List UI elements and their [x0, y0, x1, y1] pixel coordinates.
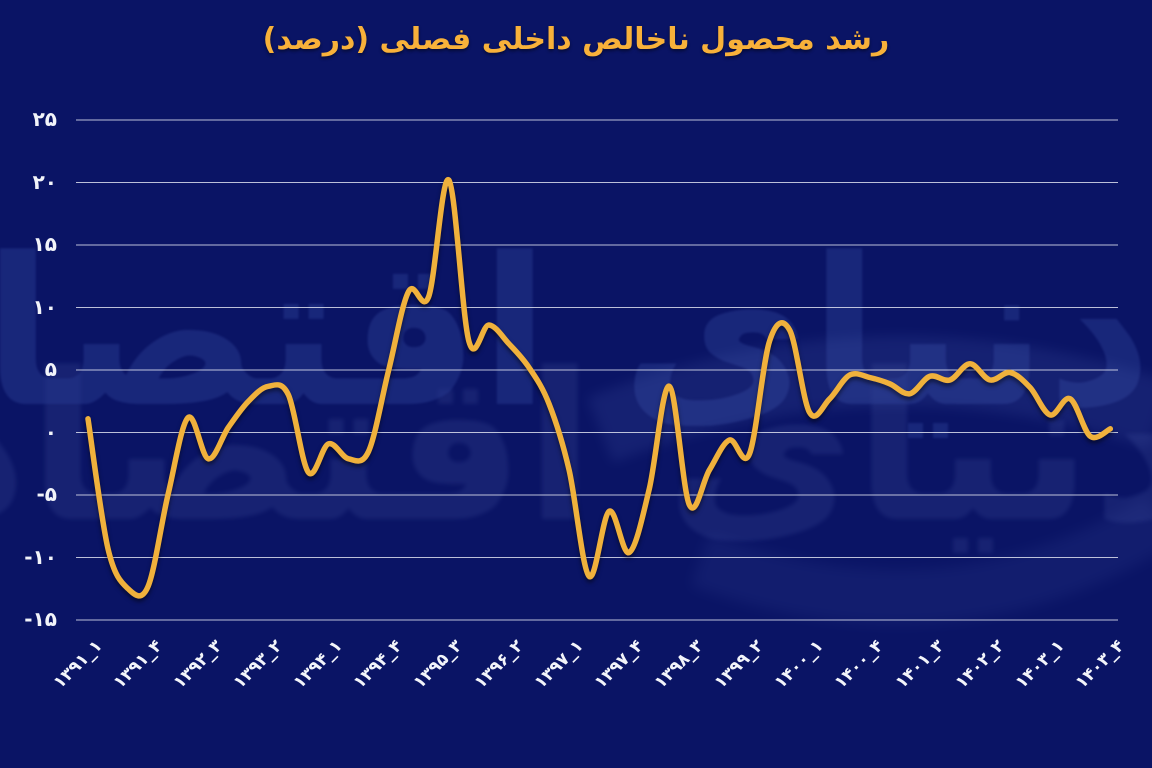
watermark-swoosh	[587, 336, 1152, 463]
y-axis-label: -۱۰	[24, 544, 57, 569]
y-axis-label: ۱۵	[32, 232, 57, 256]
y-axis-label: ۲۵	[32, 107, 57, 131]
y-axis-label: ۲۰	[32, 169, 57, 194]
y-axis-label: -۵	[36, 482, 57, 506]
page-title: رشد محصول ناخالص داخلی فصلی (درصد)	[262, 22, 890, 57]
watermark-swoosh	[690, 496, 1152, 625]
gridlines-group	[76, 119, 1118, 621]
y-axis-label: -۱۵	[24, 607, 57, 631]
gdp-growth-line	[85, 177, 1114, 599]
y-axis-label: ۱۰	[32, 294, 57, 319]
y-axis-label: ۵	[44, 357, 57, 381]
y-axis-label: ۰	[44, 419, 57, 444]
